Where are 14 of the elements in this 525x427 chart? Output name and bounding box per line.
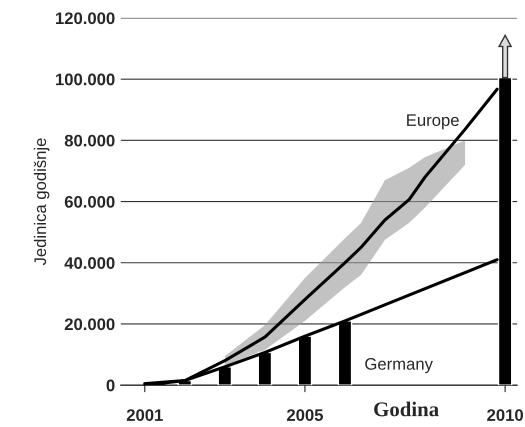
y-tick-label: 120.000 [56,12,115,24]
y-tick-label: 80.000 [64,134,115,147]
y-tick-label: 100.000 [56,74,115,86]
series-label: Europe [407,114,459,130]
x-axis-title: Godina [374,402,439,416]
y-tick-label: 0 [106,380,115,392]
text: Germany [365,358,433,374]
y-axis-title: Jedinica godišnje [34,138,50,266]
y-tick-label: 20.000 [64,318,115,330]
y-tick-label: 60.000 [64,196,115,208]
y-tick-label: 40.000 [64,257,115,269]
x-tick-label: 2010 [487,409,523,422]
x-tick-label: 2005 [286,409,323,422]
x-tick-label: 2001 [126,409,163,422]
